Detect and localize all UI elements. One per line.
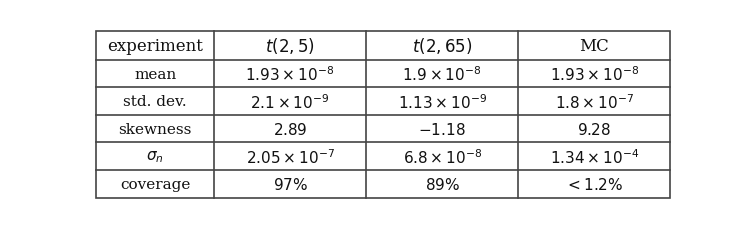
- Text: $1.8 \times 10^{-7}$: $1.8 \times 10^{-7}$: [555, 92, 634, 111]
- Text: $2.05 \times 10^{-7}$: $2.05 \times 10^{-7}$: [245, 147, 334, 166]
- Text: $1.93 \times 10^{-8}$: $1.93 \times 10^{-8}$: [550, 65, 639, 84]
- Text: skewness: skewness: [118, 122, 192, 136]
- Text: experiment: experiment: [107, 38, 203, 55]
- Text: $1.93 \times 10^{-8}$: $1.93 \times 10^{-8}$: [245, 65, 334, 84]
- Text: $t(2,5)$: $t(2,5)$: [266, 36, 315, 56]
- Text: $2.1 \times 10^{-9}$: $2.1 \times 10^{-9}$: [251, 92, 330, 111]
- Text: $-1.18$: $-1.18$: [418, 121, 466, 137]
- Text: $2.89$: $2.89$: [273, 121, 307, 137]
- Text: mean: mean: [134, 67, 177, 81]
- Text: $1.9 \times 10^{-8}$: $1.9 \times 10^{-8}$: [402, 65, 482, 84]
- Text: $9.28$: $9.28$: [577, 121, 611, 137]
- Text: $6.8 \times 10^{-8}$: $6.8 \times 10^{-8}$: [402, 147, 482, 166]
- Text: coverage: coverage: [120, 177, 191, 191]
- Text: $89\%$: $89\%$: [425, 176, 460, 192]
- Text: $\sigma_n$: $\sigma_n$: [147, 149, 164, 164]
- Text: std. dev.: std. dev.: [123, 95, 187, 109]
- Text: $1.34 \times 10^{-4}$: $1.34 \times 10^{-4}$: [550, 147, 639, 166]
- Text: $1.13 \times 10^{-9}$: $1.13 \times 10^{-9}$: [398, 92, 487, 111]
- Text: $t(2,65)$: $t(2,65)$: [412, 36, 472, 56]
- Text: $97\%$: $97\%$: [272, 176, 307, 192]
- Text: $< 1.2\%$: $< 1.2\%$: [565, 176, 623, 192]
- Text: MC: MC: [580, 38, 609, 55]
